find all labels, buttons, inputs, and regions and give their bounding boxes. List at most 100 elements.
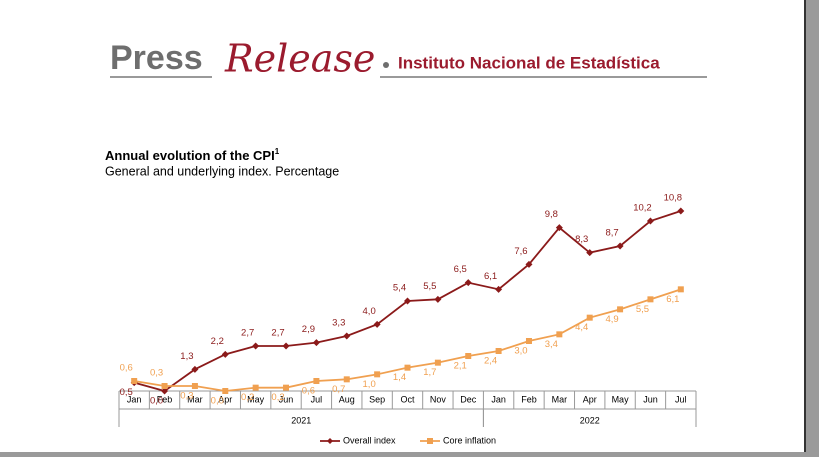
data-label: 9,8 (545, 209, 558, 220)
data-label: 3,0 (514, 346, 527, 357)
x-tick-label: Feb (157, 394, 173, 404)
data-label: 0,5 (120, 387, 133, 398)
point-marker (161, 387, 169, 395)
x-tick-label: Jun (643, 394, 658, 404)
point-marker (677, 207, 685, 215)
point-marker (556, 331, 563, 338)
x-tick-label: Aug (339, 394, 355, 404)
data-label: 1,7 (423, 367, 436, 378)
point-marker (343, 376, 350, 383)
data-label: 5,4 (393, 283, 406, 294)
legend-marker (327, 438, 333, 444)
data-label: 6,1 (484, 271, 497, 282)
point-marker (617, 306, 624, 313)
chart-title: Annual evolution of the CPI1 (105, 147, 280, 163)
point-marker (191, 383, 198, 389)
point-marker (646, 217, 654, 225)
data-label: 2,4 (484, 356, 497, 367)
data-label: 4,4 (575, 322, 588, 333)
x-tick-label: Jan (127, 394, 142, 404)
point-marker (404, 297, 411, 305)
point-marker (131, 378, 138, 384)
group-label: 2021 (291, 415, 311, 425)
institute-name: Instituto Nacional de Estadística (398, 53, 660, 72)
point-marker (222, 388, 229, 394)
point-marker (161, 383, 168, 389)
legend-marker (427, 438, 433, 444)
point-marker (465, 353, 472, 359)
data-label: 2,1 (454, 361, 467, 372)
data-label: 0,3 (180, 391, 193, 402)
point-marker (555, 224, 563, 232)
chart-subtitle: General and underlying index. Percentage (105, 164, 339, 178)
point-marker (525, 260, 533, 268)
data-label: 0,0 (150, 396, 163, 407)
point-marker (221, 350, 229, 358)
data-label: 7,6 (514, 246, 527, 257)
x-tick-label: Apr (218, 394, 232, 404)
point-marker (495, 348, 502, 354)
data-label: 4,0 (363, 306, 376, 317)
data-label: 8,7 (605, 228, 618, 239)
point-marker (282, 342, 290, 350)
point-marker (586, 249, 594, 257)
data-label: 0,2 (271, 392, 284, 403)
title-text: Annual evolution of the CPI (105, 148, 275, 163)
data-label: 0,0 (211, 396, 224, 407)
data-label: 0,3 (150, 368, 163, 379)
point-marker (404, 364, 411, 371)
x-tick-label: May (612, 394, 630, 404)
data-label: 10,2 (633, 203, 652, 214)
data-label: 1,4 (393, 372, 406, 383)
data-label: 0,2 (241, 392, 254, 403)
point-marker (616, 242, 624, 250)
header-dot (383, 62, 389, 68)
data-label: 6,1 (666, 294, 679, 305)
x-tick-label: Nov (430, 394, 447, 404)
point-marker (434, 295, 442, 303)
point-marker (586, 314, 593, 321)
data-label: 2,9 (302, 324, 315, 335)
point-marker (343, 332, 351, 340)
point-marker (373, 320, 381, 328)
data-label: 0,7 (332, 384, 345, 395)
data-label: 1,0 (363, 379, 376, 390)
legend-label: Overall index (343, 435, 396, 445)
plot: Jan Feb Mar Apr May Jun Jul Aug Sep Oct Nov Dec Jan F… (118, 193, 697, 445)
data-label: 0,6 (302, 386, 315, 397)
data-label: 1,3 (180, 351, 193, 362)
data-label: 2,7 (241, 328, 254, 339)
data-label: 5,5 (636, 304, 649, 315)
data-label: 10,8 (664, 193, 683, 204)
point-marker (677, 286, 684, 293)
x-tick-label: Jul (311, 394, 323, 404)
x-tick-label: Feb (521, 394, 537, 404)
data-label: 3,4 (545, 339, 558, 350)
data-label: 2,7 (271, 328, 284, 339)
data-label: 0,6 (120, 363, 133, 374)
point-marker (495, 285, 503, 293)
press-word: Press (110, 39, 203, 77)
release-word: Release (224, 37, 375, 81)
point-marker (191, 365, 199, 373)
point-marker (312, 339, 320, 347)
point-marker (283, 384, 290, 391)
point-marker (252, 342, 260, 350)
x-tick-label: Apr (583, 394, 597, 404)
x-tick-label: Sep (369, 394, 385, 404)
point-marker (252, 384, 259, 391)
x-tick-label: Jan (491, 394, 506, 404)
x-tick-label: May (247, 394, 265, 404)
x-tick-label: Jul (675, 394, 687, 404)
x-tick-label: Dec (460, 394, 477, 404)
point-marker (434, 359, 441, 366)
point-marker (647, 296, 654, 303)
data-label: 2,2 (211, 336, 224, 347)
data-label: 5,5 (423, 281, 436, 292)
data-label: 4,9 (605, 314, 618, 325)
group-label: 2022 (580, 415, 600, 425)
x-tick-label: Jun (279, 394, 294, 404)
legend-label: Core inflation (443, 435, 496, 445)
